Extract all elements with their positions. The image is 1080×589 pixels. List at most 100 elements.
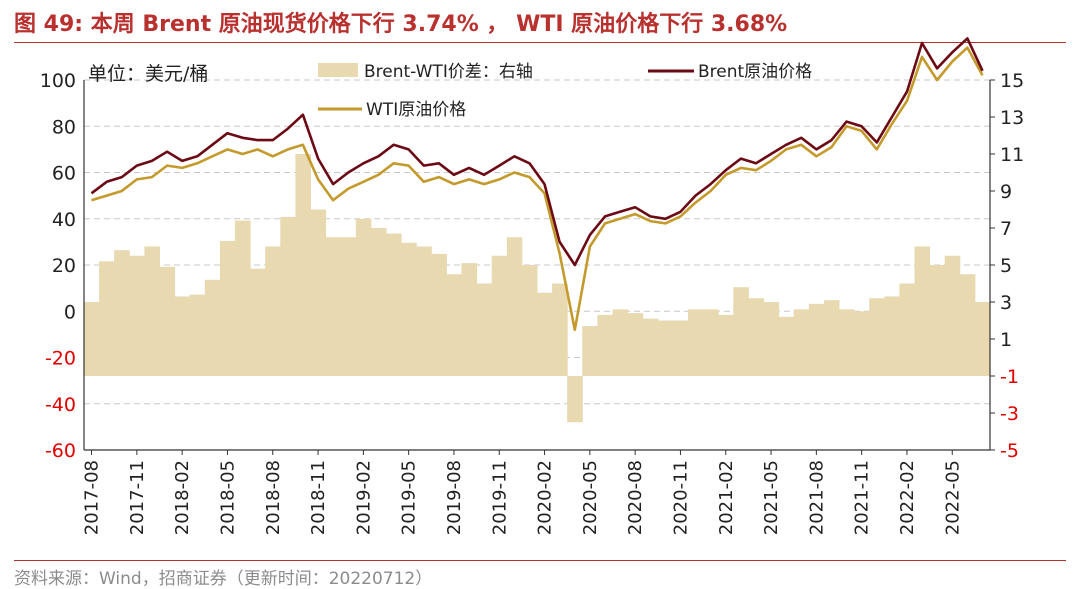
- spread-bar: [823, 300, 840, 376]
- spread-bar: [355, 218, 372, 376]
- spread-bar: [778, 316, 795, 376]
- spread-bar: [672, 320, 689, 376]
- right-tick-label: 11: [1000, 144, 1024, 166]
- spread-bar: [159, 266, 176, 376]
- price-lines-layer: [90, 37, 984, 332]
- spread-bar: [793, 309, 810, 376]
- spread-bar: [386, 233, 402, 376]
- spread-area-layer: [84, 154, 991, 423]
- x-tick-label: 2019-08: [444, 460, 465, 535]
- spread-bar: [884, 296, 900, 376]
- x-tick-label: 2018-02: [172, 460, 193, 535]
- x-tick-label: 2018-05: [217, 460, 238, 535]
- title-rule: [14, 42, 1066, 43]
- spread-bar: [204, 279, 221, 376]
- brent-price-line: [90, 37, 984, 267]
- x-tick-label: 2021-08: [806, 460, 827, 535]
- spread-bar: [250, 268, 266, 376]
- wti-price-line: [91, 46, 984, 332]
- spread-bar: [189, 294, 206, 376]
- x-tick-label: 2021-05: [761, 460, 782, 535]
- left-tick-label: 100: [40, 70, 76, 92]
- x-tick-label: 2020-02: [535, 460, 556, 535]
- unit-label: 单位：美元/桶: [88, 63, 208, 85]
- legend-label-brent: Brent原油价格: [698, 62, 812, 82]
- spread-bar: [491, 255, 508, 376]
- chart-canvas: 100 80 60 40 20 0 -20 -40 -60 15 13 11 9 7 5 3 1 -1 -3 -5 20…: [40, 37, 1024, 535]
- right-tick-label: 9: [1000, 181, 1012, 203]
- spread-bar: [763, 302, 780, 376]
- spread-bar: [129, 255, 145, 376]
- spread-bar: [808, 303, 825, 376]
- legend: 单位：美元/桶 Brent-WTI价差：右轴 Brent原油价格 WTI原油价格: [88, 62, 812, 120]
- axis-layer: [83, 79, 995, 455]
- spread-bar: [839, 309, 855, 376]
- spread-bar: [552, 283, 568, 376]
- spread-bar: [642, 318, 659, 376]
- spread-bar: [114, 250, 130, 376]
- legend-swatch-spread: [318, 63, 358, 77]
- right-tick-label: -1: [1000, 366, 1019, 388]
- x-tick-label: 2017-08: [82, 460, 103, 535]
- figure-title: 图 49: 本周 Brent 原油现货价格下行 3.74% ， WTI 原油价格…: [14, 12, 788, 37]
- spread-bar: [959, 274, 976, 376]
- left-tick-label: 40: [52, 209, 76, 231]
- spread-bar: [612, 309, 629, 376]
- spread-bar: [899, 283, 915, 376]
- spread-bar: [144, 246, 160, 376]
- source-rule: [14, 560, 1066, 561]
- spread-bar: [567, 376, 583, 423]
- spread-bar: [416, 246, 432, 376]
- spread-bar: [748, 298, 764, 376]
- left-tick-label: 80: [52, 116, 76, 138]
- right-tick-label: 3: [1000, 292, 1012, 314]
- spread-bar: [657, 320, 674, 376]
- spread-bar: [476, 283, 493, 376]
- spread-bar: [431, 253, 447, 376]
- spread-bar: [521, 265, 538, 376]
- spread-bar: [340, 237, 357, 376]
- right-tick-label: 7: [1000, 218, 1012, 240]
- spread-bar: [854, 311, 870, 376]
- x-tick-label: 2019-11: [489, 460, 510, 535]
- left-tick-label: -20: [45, 348, 76, 370]
- spread-bar: [461, 263, 478, 376]
- spread-bar: [688, 309, 704, 376]
- spread-bar: [295, 154, 311, 376]
- spread-bar: [99, 261, 115, 376]
- x-tick-label: 2019-05: [399, 460, 420, 535]
- spread-bar: [84, 302, 100, 376]
- spread-bar: [537, 292, 553, 376]
- left-tick-label: 0: [64, 301, 76, 323]
- spread-bar: [506, 237, 523, 376]
- spread-bar: [914, 246, 931, 376]
- spread-bar: [265, 246, 281, 376]
- left-tick-label: 60: [52, 163, 76, 185]
- x-tick-label: 2019-02: [353, 460, 374, 535]
- source-note: 资料来源：Wind，招商证券（更新时间：20220712）: [14, 569, 433, 589]
- x-tick-label: 2022-05: [942, 460, 963, 535]
- spread-bar: [869, 298, 885, 376]
- right-tick-label: 13: [1000, 107, 1024, 129]
- left-tick-label: -40: [45, 394, 76, 416]
- right-tick-label: -5: [1000, 440, 1019, 462]
- spread-bar: [370, 228, 387, 376]
- spread-bar: [718, 314, 734, 376]
- x-tick-label: 2020-08: [625, 460, 646, 535]
- left-tick-label: -60: [45, 440, 76, 462]
- x-tick-label: 2021-11: [852, 460, 873, 535]
- spread-bar: [446, 274, 462, 376]
- x-tick-label: 2020-11: [670, 460, 691, 535]
- spread-bar: [929, 265, 946, 376]
- x-tick-label: 2018-08: [263, 460, 284, 535]
- legend-label-spread: Brent-WTI价差：右轴: [364, 62, 533, 82]
- x-tick-label: 2022-02: [897, 460, 918, 535]
- spread-bar: [401, 242, 417, 376]
- spread-bar: [974, 302, 991, 376]
- spread-bar: [310, 209, 327, 376]
- spread-bar: [944, 255, 961, 376]
- x-tick-label: 2017-11: [127, 460, 148, 535]
- spread-bar: [582, 326, 598, 376]
- x-tick-label: 2021-02: [716, 460, 737, 535]
- right-tick-label: 1: [1000, 329, 1012, 351]
